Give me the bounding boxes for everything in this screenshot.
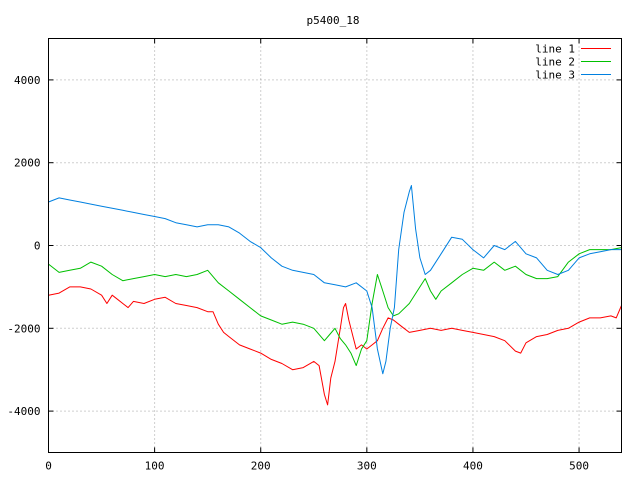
x-tick-label: 200 [251, 460, 271, 473]
series-3-line [48, 185, 622, 375]
series-1-line [48, 286, 622, 406]
x-tick-label: 300 [357, 460, 377, 473]
y-tick-label: 4000 [14, 74, 41, 87]
series-lines [48, 185, 622, 406]
y-tick-label: 0 [34, 240, 41, 253]
x-tick-label: 0 [45, 460, 52, 473]
tick-labels: 0 100 200 300 400 500 -4000 -2000 0 2000 4000 [7, 74, 589, 473]
legend-label: line 3 [535, 69, 575, 82]
x-tick-label: 500 [569, 460, 589, 473]
y-tick-label: -2000 [7, 322, 40, 335]
grid-lines [48, 38, 622, 453]
plot-frame [48, 38, 622, 453]
chart-title: p5400_18 [307, 14, 360, 27]
x-tick-label: 100 [145, 460, 165, 473]
axis-ticks [48, 38, 622, 453]
x-tick-label: 400 [463, 460, 483, 473]
legend-label: line 1 [535, 43, 575, 56]
series-2-line [48, 247, 622, 367]
y-tick-label: -4000 [7, 405, 40, 418]
legend-label: line 2 [535, 56, 575, 69]
y-tick-label: 2000 [14, 157, 41, 170]
